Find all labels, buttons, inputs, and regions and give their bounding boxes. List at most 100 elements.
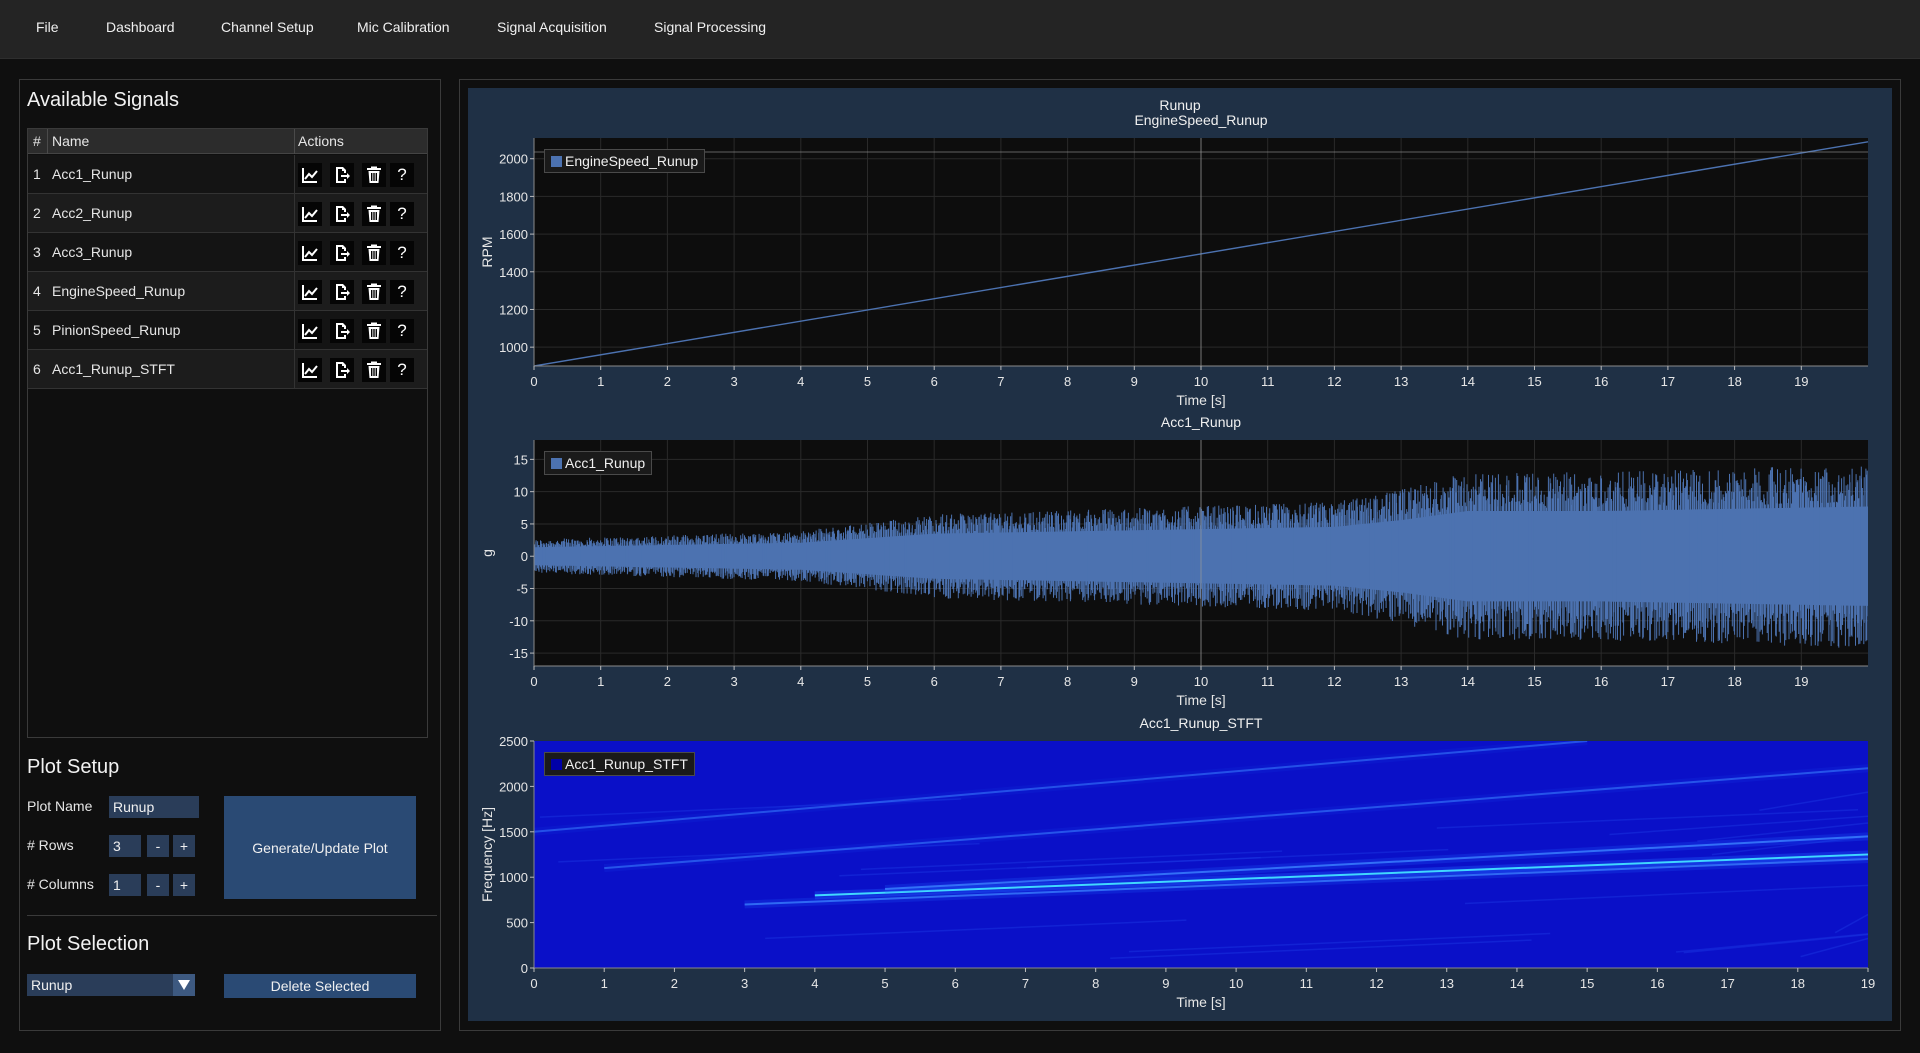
- spectrogram-noise: [1609, 815, 1868, 836]
- file-export-icon[interactable]: [330, 163, 354, 187]
- menu-bar: File Dashboard Channel Setup Mic Calibra…: [0, 0, 1920, 59]
- menu-signal-acquisition[interactable]: Signal Acquisition: [497, 19, 607, 35]
- spectrogram-noise: [1759, 791, 1868, 812]
- spectrogram-noise: [1683, 933, 1868, 954]
- help-icon[interactable]: ?: [390, 241, 414, 265]
- chart-line-icon[interactable]: [298, 358, 322, 382]
- x-tick-label: 1: [601, 976, 608, 991]
- legend[interactable]: EngineSpeed_Runup: [544, 149, 706, 173]
- x-tick-label: 9: [1131, 674, 1138, 689]
- help-icon[interactable]: ?: [390, 163, 414, 187]
- menu-channel-setup[interactable]: Channel Setup: [221, 19, 314, 35]
- x-axis-label: Time [s]: [1176, 692, 1225, 708]
- help-icon[interactable]: ?: [390, 358, 414, 382]
- row-number: 1: [33, 166, 41, 182]
- row-number: 4: [33, 283, 41, 299]
- row-number: 6: [33, 361, 41, 377]
- x-tick-label: 1: [597, 674, 604, 689]
- spectrogram-noise: [839, 856, 1261, 877]
- table-row[interactable]: 3 Acc3_Runup?: [28, 233, 427, 272]
- file-export-icon[interactable]: [330, 241, 354, 265]
- delete-selected-button[interactable]: Delete Selected: [224, 974, 416, 998]
- trash-icon[interactable]: [362, 163, 386, 187]
- help-icon[interactable]: ?: [390, 280, 414, 304]
- column-header-actions: Actions: [298, 133, 344, 149]
- legend[interactable]: Acc1_Runup_STFT: [544, 752, 695, 776]
- columns-increment-button[interactable]: +: [173, 874, 195, 896]
- legend-swatch: [551, 156, 562, 167]
- x-tick-label: 7: [1022, 976, 1029, 991]
- menu-mic-calibration[interactable]: Mic Calibration: [357, 19, 450, 35]
- x-tick-label: 11: [1300, 976, 1314, 991]
- help-icon[interactable]: ?: [390, 319, 414, 343]
- menu-signal-processing[interactable]: Signal Processing: [654, 19, 767, 35]
- column-header-name: Name: [52, 133, 90, 149]
- y-tick-label: 1400: [499, 265, 528, 280]
- y-axis-label: RPM: [479, 236, 495, 267]
- subplot-title: Acc1_Runup_STFT: [1139, 715, 1263, 731]
- file-export-icon[interactable]: [330, 280, 354, 304]
- columns-decrement-button[interactable]: -: [147, 874, 169, 896]
- x-tick-label: 19: [1794, 374, 1808, 389]
- x-tick-label: 4: [797, 374, 804, 389]
- chart-line-icon[interactable]: [298, 202, 322, 226]
- order-line: [534, 741, 1588, 833]
- plot-name-input[interactable]: [109, 796, 199, 818]
- trash-icon[interactable]: [362, 319, 386, 343]
- x-tick-label: 10: [1194, 674, 1208, 689]
- x-tick-label: 14: [1461, 674, 1475, 689]
- table-row[interactable]: 1 Acc1_Runup?: [28, 155, 427, 194]
- spectrogram-noise: [765, 919, 1187, 940]
- plot-select-dropdown[interactable]: Runup: [27, 974, 195, 996]
- trash-icon[interactable]: [362, 358, 386, 382]
- order-line: [814, 853, 1868, 897]
- x-tick-label: 17: [1661, 374, 1675, 389]
- table-row[interactable]: 6 Acc1_Runup_STFT?: [28, 350, 427, 389]
- trash-icon[interactable]: [362, 280, 386, 304]
- rows-decrement-button[interactable]: -: [147, 835, 169, 857]
- y-tick-label: 1000: [499, 870, 528, 885]
- file-export-icon[interactable]: [330, 319, 354, 343]
- x-tick-label: 7: [997, 374, 1004, 389]
- x-tick-label: 9: [1162, 976, 1169, 991]
- x-tick-label: 6: [952, 976, 959, 991]
- chart-line-icon[interactable]: [298, 241, 322, 265]
- table-row[interactable]: 2 Acc2_Runup?: [28, 194, 427, 233]
- x-tick-label: 5: [864, 674, 871, 689]
- trash-icon[interactable]: [362, 202, 386, 226]
- help-icon[interactable]: ?: [390, 202, 414, 226]
- file-export-icon[interactable]: [330, 202, 354, 226]
- trash-icon[interactable]: [362, 241, 386, 265]
- y-tick-label: 500: [506, 916, 528, 931]
- plot-panel: Runup 0 1 2 3 4 5 6 7 8 9 10 11 12 13 14 15 16 17 18 19 1000…: [459, 79, 1901, 1031]
- menu-dashboard[interactable]: Dashboard: [106, 19, 175, 35]
- x-tick-label: 13: [1394, 374, 1408, 389]
- file-export-icon[interactable]: [330, 358, 354, 382]
- chevron-down-icon[interactable]: [173, 974, 195, 996]
- x-tick-label: 15: [1580, 976, 1594, 991]
- order-line: [744, 858, 1868, 906]
- rows-increment-button[interactable]: +: [173, 835, 195, 857]
- x-tick-label: 0: [530, 976, 537, 991]
- column-header-num: #: [33, 133, 41, 149]
- columns-input[interactable]: [109, 874, 141, 896]
- x-tick-label: 14: [1461, 374, 1475, 389]
- legend[interactable]: Acc1_Runup: [544, 451, 653, 475]
- chart-line-icon[interactable]: [298, 319, 322, 343]
- chart-line-icon[interactable]: [298, 280, 322, 304]
- chart-line-icon[interactable]: [298, 163, 322, 187]
- x-tick-label: 12: [1327, 674, 1341, 689]
- spectrogram-noise: [1436, 809, 1859, 829]
- x-tick-label: 0: [530, 674, 537, 689]
- rows-input[interactable]: [109, 835, 141, 857]
- spectrogram-noise: [1711, 835, 1868, 856]
- x-tick-label: 17: [1720, 976, 1734, 991]
- table-row[interactable]: 5 PinionSpeed_Runup?: [28, 311, 427, 350]
- generate-update-plot-button[interactable]: Generate/Update Plot: [224, 796, 416, 899]
- y-tick-label: 1500: [499, 825, 528, 840]
- table-row[interactable]: 4 EngineSpeed_Runup?: [28, 272, 427, 311]
- y-tick-label: 1000: [499, 340, 528, 355]
- signal-name: Acc3_Runup: [52, 244, 133, 260]
- x-tick-label: 6: [931, 674, 938, 689]
- menu-file[interactable]: File: [36, 19, 59, 35]
